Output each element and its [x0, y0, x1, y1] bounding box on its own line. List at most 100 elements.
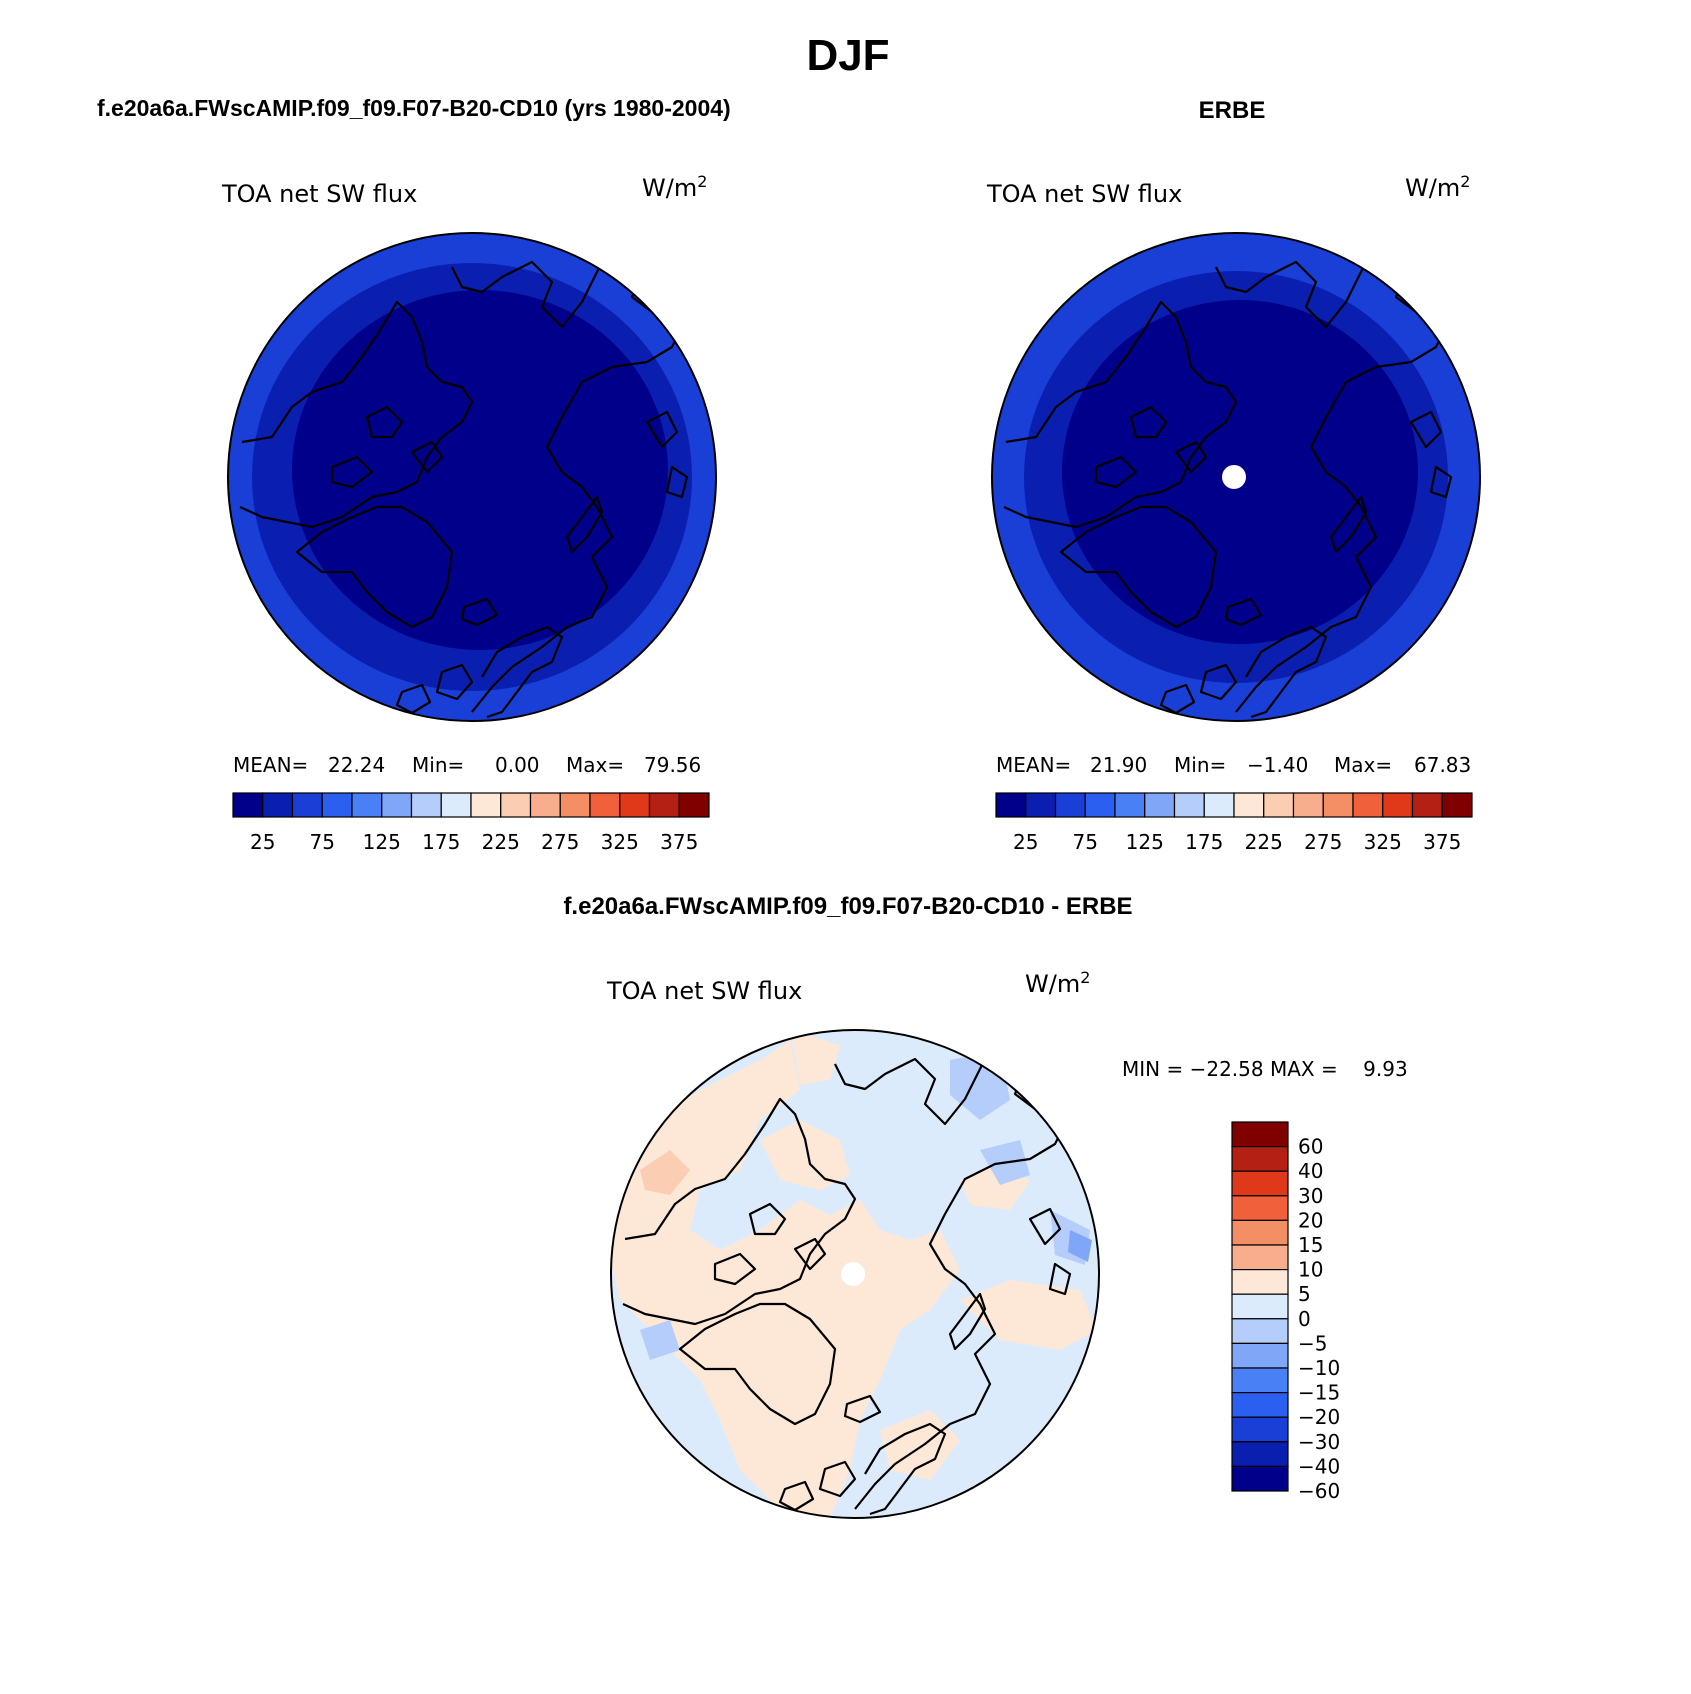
panel-obs-colorbar-tick-label: 75: [1073, 830, 1098, 854]
panel-diff-colorbar-tick-label: 40: [1298, 1159, 1323, 1183]
panel-diff-colorbar-box: [1231, 1391, 1289, 1418]
panel-diff-colorbar-box: [1231, 1121, 1289, 1148]
panel-model-colorbar-box: [351, 792, 383, 818]
panel-obs-units: W/m2: [1405, 172, 1470, 203]
panel-diff-colorbar-box: [1231, 1219, 1289, 1246]
panel-obs-colorbar-tick-label: 275: [1304, 830, 1342, 854]
panel-model-colorbar-box: [589, 792, 621, 818]
panel-obs-colorbar-box: [1322, 792, 1354, 818]
panel-model-colorbar: 25 75 125 175 225 275 325 375: [232, 792, 710, 854]
panel-obs-colorbar-box: [1292, 792, 1324, 818]
panel-model-colorbar-tick-label: 175: [422, 830, 460, 854]
panel-model-units: W/m2: [642, 172, 707, 203]
panel-diff-colorbar-tick-label: 60: [1298, 1135, 1323, 1159]
panel-obs-map: [992, 233, 1480, 721]
panel-diff-colorbar-tick-label: 5: [1298, 1282, 1311, 1306]
panel-diff-colorbar-tick-label: −15: [1298, 1381, 1340, 1405]
panel-obs-colorbar-box: [1173, 792, 1205, 818]
panel-model-colorbar-box: [529, 792, 561, 818]
panel-obs-variable: TOA net SW flux: [986, 180, 1182, 208]
panel-model-colorbar-box: [381, 792, 413, 818]
panel-diff-pole-mask: [841, 1262, 865, 1286]
panel-model-mean-value: 22.24: [328, 753, 385, 777]
panel-obs-stats: MEAN= 21.90 Min= −1.40 Max= 67.83: [996, 753, 1471, 777]
panel-model-colorbar-box: [678, 792, 710, 818]
panel-model-map-boundary: [227, 232, 717, 722]
panel-diff-colorbar-box: [1231, 1441, 1289, 1468]
panel-model-min-value: 0.00: [495, 753, 540, 777]
panel-obs-max-label: Max=: [1334, 753, 1392, 777]
panel-obs-colorbar-box: [1054, 792, 1086, 818]
panel-model-units-base: W/m: [642, 174, 697, 202]
panel-model-colorbar-box: [648, 792, 680, 818]
panel-obs-colorbar-tick-label: 175: [1185, 830, 1223, 854]
panel-diff-colorbar-box: [1231, 1416, 1289, 1443]
panel-diff-units: W/m2: [1025, 968, 1090, 999]
panel-model-colorbar-box: [619, 792, 651, 818]
panel-diff-variable: TOA net SW flux: [606, 977, 802, 1005]
panel-obs-colorbar-tick-label: 325: [1364, 830, 1402, 854]
panel-obs-colorbar-tick-label: 25: [1013, 830, 1038, 854]
panel-diff-colorbar-tick-label: −5: [1298, 1331, 1327, 1355]
panel-diff-colorbar-tick-label: −40: [1298, 1454, 1340, 1478]
panel-model-colorbar-tick-label: 375: [660, 830, 698, 854]
panel-obs-pole-mask: [1222, 465, 1246, 489]
panel-model-colorbar-tick-label: 275: [541, 830, 579, 854]
panel-model-units-exp: 2: [697, 172, 707, 191]
panel-obs-max-value: 67.83: [1414, 753, 1471, 777]
panel-obs-mean-value: 21.90: [1090, 753, 1147, 777]
figure-title: DJF: [806, 31, 889, 80]
panel-obs-colorbar: 25 75 125 175 225 275 325 375: [995, 792, 1473, 854]
panel-diff-colorbar-tick-label: −60: [1298, 1479, 1340, 1503]
panel-diff-colorbar-box: [1231, 1170, 1289, 1197]
panel-diff-colorbar-box: [1231, 1342, 1289, 1369]
panel-diff-units-base: W/m: [1025, 970, 1080, 998]
panel-diff-colorbar-tick-label: −30: [1298, 1430, 1340, 1454]
panel-obs-colorbar-tick-label: 125: [1126, 830, 1164, 854]
panel-diff-colorbar-tick-label: 0: [1298, 1307, 1311, 1331]
panel-model-stats: MEAN= 22.24 Min= 0.00 Max= 79.56: [233, 753, 701, 777]
panel-obs: ERBE TOA net SW flux W/m2 MEAN= 21.90 Mi…: [986, 97, 1481, 854]
panel-model-colorbar-tick-label: 25: [250, 830, 275, 854]
panel-model-colorbar-tick-label: 225: [482, 830, 520, 854]
panel-diff-colorbar-tick-label: −20: [1298, 1405, 1340, 1429]
panel-diff-colorbar-box: [1231, 1465, 1289, 1492]
panel-obs-units-base: W/m: [1405, 174, 1460, 202]
panel-diff-colorbar-tick-label: 30: [1298, 1184, 1323, 1208]
panel-obs-colorbar-box: [1382, 792, 1414, 818]
panel-obs-colorbar-box: [1352, 792, 1384, 818]
panel-model-colorbar-tick-label: 325: [601, 830, 639, 854]
panel-diff-map: [611, 1030, 1099, 1518]
panel-model-colorbar-box: [470, 792, 502, 818]
panel-diff-colorbar-box: [1231, 1145, 1289, 1172]
panel-obs-min-label: Min=: [1174, 753, 1226, 777]
panel-obs-colorbar-box: [1411, 792, 1443, 818]
panel-obs-colorbar-box: [1263, 792, 1295, 818]
panel-diff-colorbar-box: [1231, 1318, 1289, 1345]
panel-model-colorbar-box: [262, 792, 294, 818]
panel-obs-min-value: −1.40: [1247, 753, 1308, 777]
panel-model-colorbar-box: [321, 792, 353, 818]
panel-diff-map-boundary: [610, 1029, 1100, 1519]
panel-model-title: f.e20a6a.FWscAMIP.f09_f09.F07-B20-CD10 (…: [97, 95, 731, 121]
panel-model-variable: TOA net SW flux: [221, 180, 417, 208]
panel-obs-map-boundary: [991, 232, 1481, 722]
panel-model-colorbar-box: [440, 792, 472, 818]
panel-obs-colorbar-box: [995, 792, 1027, 818]
panel-diff-stats: MIN = −22.58 MAX = 9.93: [1122, 1057, 1408, 1081]
panel-obs-mean-label: MEAN=: [996, 753, 1071, 777]
panel-obs-colorbar-box: [1233, 792, 1265, 818]
panel-diff-colorbar-box: [1231, 1244, 1289, 1271]
panel-model-map: [228, 233, 716, 721]
panel-obs-colorbar-box: [1025, 792, 1057, 818]
panel-model-colorbar-box: [291, 792, 323, 818]
panel-model-max-label: Max=: [566, 753, 624, 777]
panel-model-colorbar-box: [232, 792, 264, 818]
panel-model-max-value: 79.56: [644, 753, 701, 777]
panel-diff-title: f.e20a6a.FWscAMIP.f09_f09.F07-B20-CD10 -…: [563, 893, 1132, 920]
panel-model: f.e20a6a.FWscAMIP.f09_f09.F07-B20-CD10 (…: [97, 95, 731, 854]
panel-diff-colorbar-tick-label: −10: [1298, 1356, 1340, 1380]
panel-model-colorbar-tick-label: 75: [310, 830, 335, 854]
panel-diff-colorbar-box: [1231, 1268, 1289, 1295]
